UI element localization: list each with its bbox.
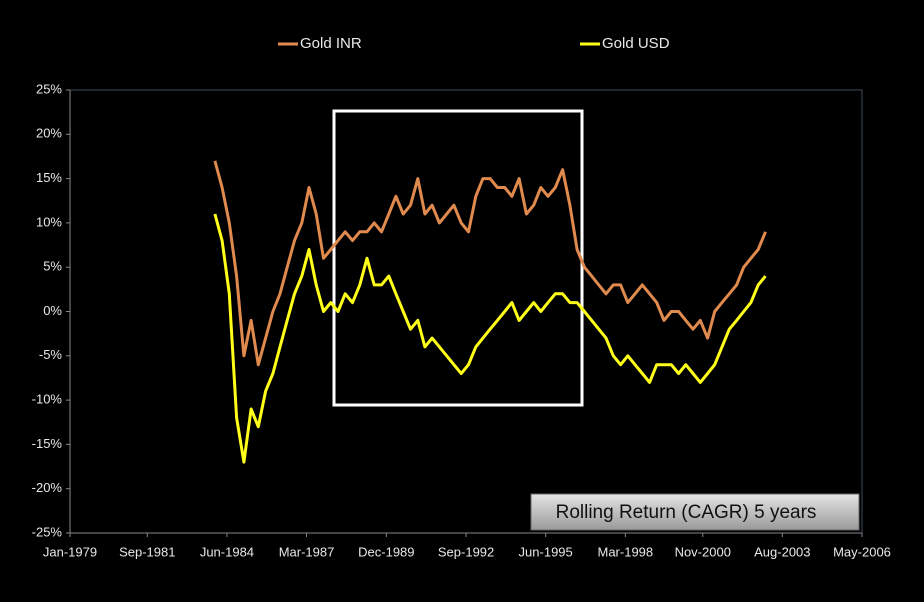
y-tick-label: -15% [32,436,63,451]
series-line [213,160,767,367]
annotation: Rolling Return (CAGR) 5 years [556,502,817,523]
annotation-box [530,493,860,531]
x-tick-label: Aug-2003 [754,544,810,559]
y-tick-label: -5% [39,347,63,362]
y-tick-label: 5% [43,259,62,274]
y-tick-label: 20% [36,126,62,141]
legend-label: Gold USD [602,35,670,52]
y-tick-label: -25% [32,524,63,539]
x-tick-label: Jun-1984 [200,544,254,559]
y-tick-label: 25% [36,81,62,96]
x-tick-label: Dec-1989 [358,544,414,559]
x-tick-label: Nov-2000 [675,544,731,559]
y-tick-label: 10% [36,214,62,229]
x-tick-label: May-2006 [833,544,891,559]
x-tick-label: Mar-1998 [598,544,654,559]
series-line [213,213,767,464]
legend-label: Gold INR [300,35,362,52]
x-tick-label: Sep-1981 [119,544,175,559]
y-tick-label: -10% [32,392,63,407]
x-tick-label: Jan-1979 [43,544,97,559]
y-tick-label: -20% [32,480,63,495]
x-tick-label: Sep-1992 [438,544,494,559]
x-tick-label: Jun-1995 [519,544,573,559]
x-tick-label: Mar-1987 [279,544,335,559]
y-tick-label: 0% [43,303,62,318]
y-tick-label: 15% [36,170,62,185]
